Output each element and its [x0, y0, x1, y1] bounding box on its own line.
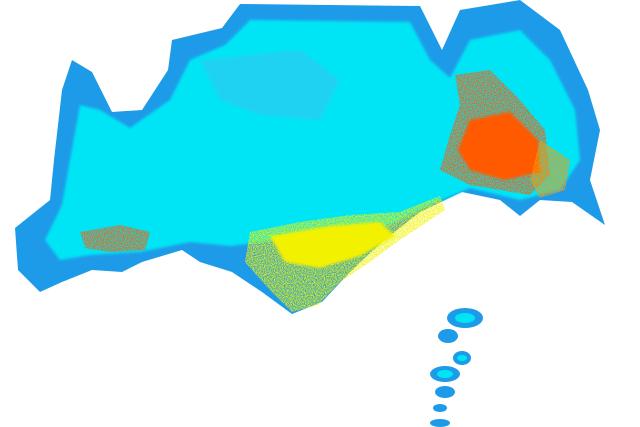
southeast-islands — [430, 308, 483, 427]
eastern-orange-dense — [458, 112, 540, 180]
eastern-amber-edge — [530, 140, 570, 198]
southern-yellow-core — [270, 222, 395, 268]
main-mass — [45, 20, 580, 260]
mid-patch — [200, 50, 340, 120]
western-orange-streak — [80, 225, 150, 252]
